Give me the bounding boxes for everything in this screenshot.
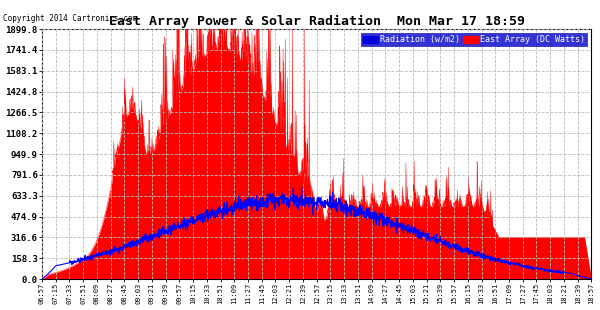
Legend: Radiation (w/m2), East Array (DC Watts): Radiation (w/m2), East Array (DC Watts): [361, 33, 587, 46]
Title: East Array Power & Solar Radiation  Mon Mar 17 18:59: East Array Power & Solar Radiation Mon M…: [109, 15, 525, 28]
Text: Copyright 2014 Cartronics.com: Copyright 2014 Cartronics.com: [3, 14, 137, 23]
